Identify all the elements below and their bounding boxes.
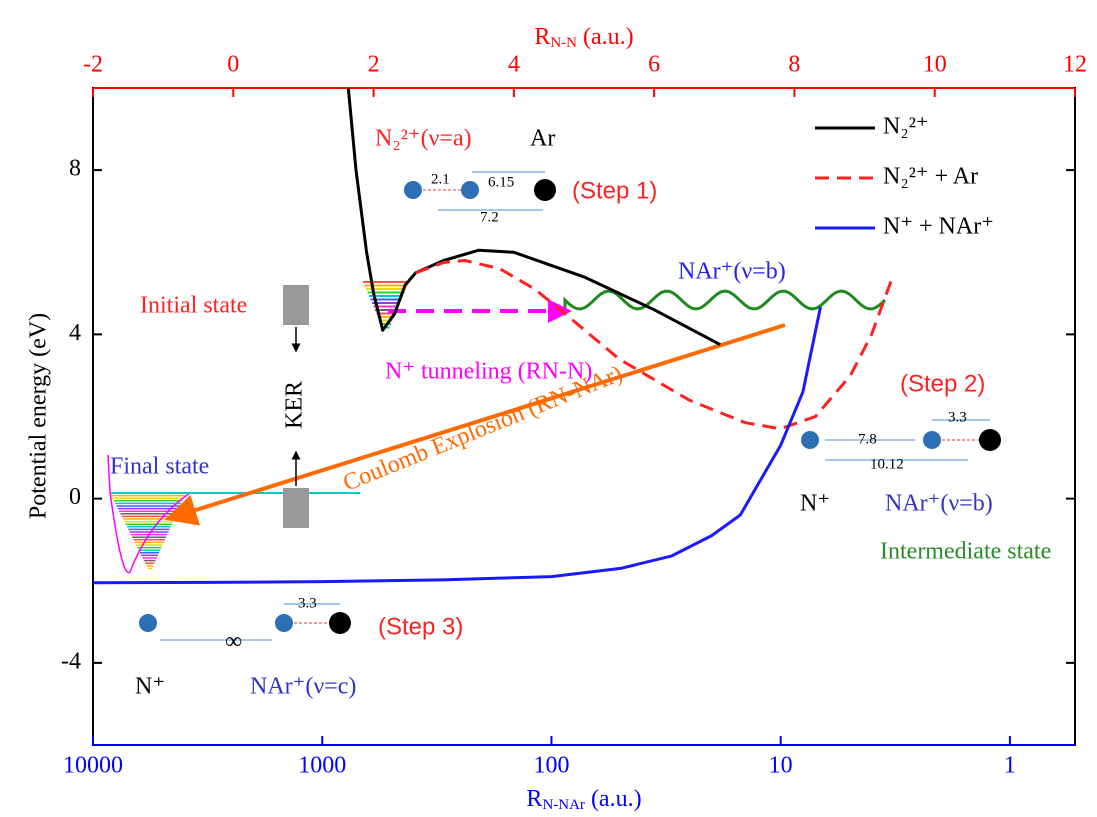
annotation: (Step 2) [900, 370, 985, 397]
x2-tick-label: 0 [227, 52, 239, 78]
annotation: 7.2 [480, 209, 499, 225]
x-tick-label: 10000 [63, 753, 123, 779]
label-part: N-NAr [542, 797, 585, 813]
x2-tick-label: 6 [648, 52, 660, 78]
x2-tick-label: 12 [1063, 52, 1087, 78]
annotation: 3.3 [948, 409, 967, 425]
annotation: ∞ [225, 629, 242, 655]
annotation: Intermediate state [880, 539, 1051, 565]
annotation: N₂²⁺(ν=a) [375, 126, 472, 152]
x2-tick-label: -2 [83, 52, 103, 78]
x-axis-label: RN-NAr (a.u.) [526, 786, 641, 814]
annotation: N⁺ tunneling (RN-N) [385, 359, 592, 385]
coulomb-arrow [164, 323, 786, 526]
nar-vibration [563, 289, 887, 311]
annotation: NAr⁺(ν=b) [885, 491, 993, 517]
y-axis-label: Potential energy (eV) [26, 313, 52, 519]
label-part: (a.u.) [583, 24, 634, 50]
annotation: 10.12 [870, 456, 904, 472]
initial-box [283, 285, 309, 325]
annotation: 2.1 [431, 171, 450, 187]
x2-tick-label: 10 [923, 52, 947, 78]
legend-label: N₂²⁺ + Ar [883, 164, 978, 190]
series-line [415, 259, 895, 431]
molecules [139, 171, 1001, 641]
x-tick-label: 100 [533, 753, 569, 779]
annotation: N⁺ [135, 674, 165, 700]
y-tick-label: 4 [69, 320, 81, 346]
y-tick-label: 8 [69, 156, 81, 182]
legend-label: N⁺ + NAr⁺ [883, 214, 994, 240]
label-part: (a.u.) [591, 786, 642, 812]
annotation: Initial state [140, 293, 247, 319]
annotation: Ar [530, 126, 555, 152]
annotation: N⁺ [800, 491, 830, 517]
x-tick-label: 1 [1004, 753, 1016, 779]
annotation: KER [282, 381, 308, 429]
x-tick-label: 10 [769, 753, 793, 779]
annotation: (Step 3) [378, 613, 463, 640]
x2-tick-label: 4 [508, 52, 520, 78]
annotations: N₂²⁺(ν=a) Ar (Step 1) 2.1 6.15 7.2 NAr⁺(… [110, 126, 1051, 700]
series-line [346, 88, 721, 346]
annotation: NAr⁺(ν=b) [678, 259, 786, 285]
series-line [93, 306, 822, 585]
x2-tick-label: 8 [788, 52, 800, 78]
y-tick-label: 0 [69, 484, 81, 510]
annotation: 6.15 [488, 174, 514, 190]
label-part: R [534, 24, 550, 50]
annotation: 7.8 [858, 431, 877, 447]
annotation: NAr⁺(ν=c) [250, 674, 356, 700]
x2-axis-label: RN-N (a.u.) [534, 24, 633, 52]
label-part: R [526, 786, 542, 812]
y-tick-label: -4 [61, 648, 81, 674]
legend-label: N₂²⁺ [883, 114, 929, 140]
annotation: Final state [110, 454, 209, 480]
final-box [283, 488, 309, 528]
x2-tick-label: 2 [368, 52, 380, 78]
annotation: (Step 1) [572, 177, 657, 204]
label-part: N-N [550, 35, 577, 51]
annotation: 3.3 [298, 595, 317, 611]
x-tick-label: 1000 [298, 753, 346, 779]
